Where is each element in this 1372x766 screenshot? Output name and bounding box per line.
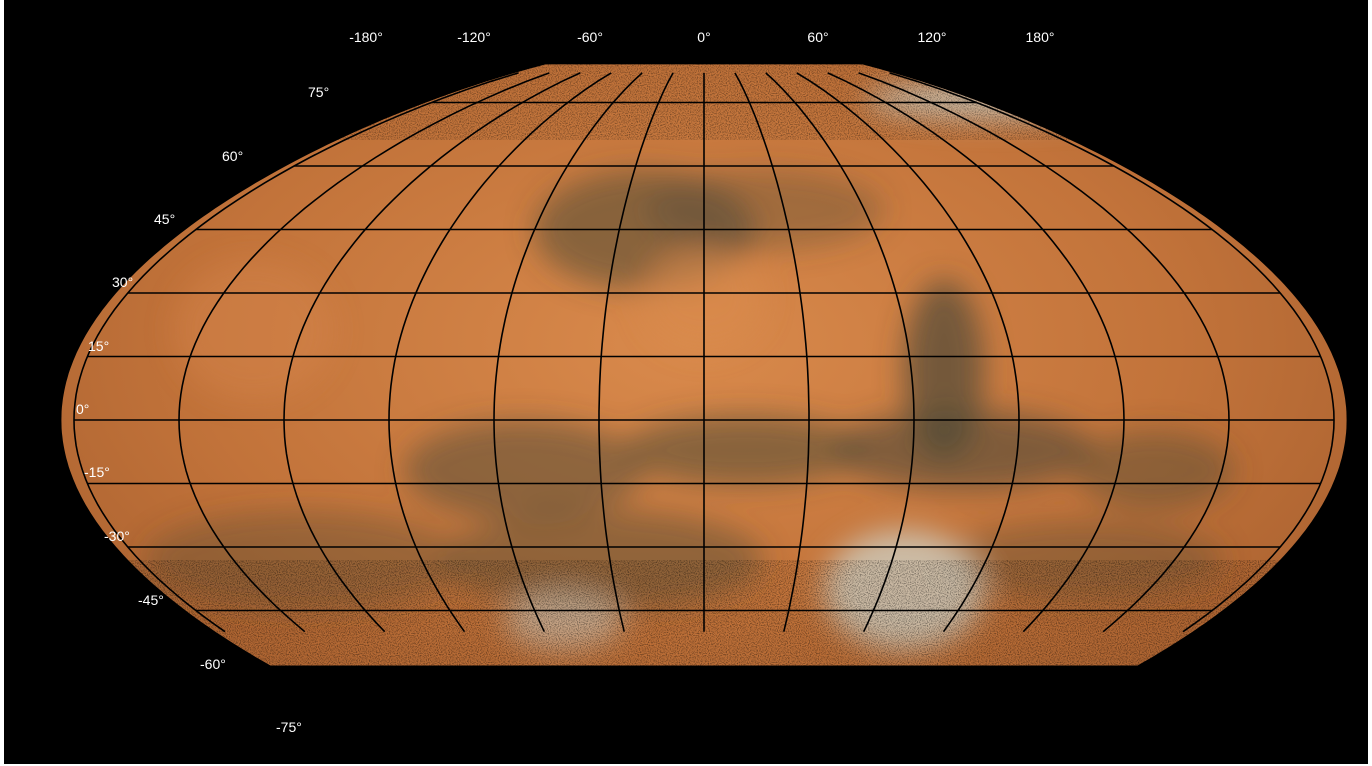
lon-label-0: 0°: [697, 29, 710, 45]
planet-surface: [61, 64, 1347, 666]
meridian-line: [283, 72, 581, 633]
meridian-line: [765, 72, 915, 633]
mars-map: -180° -120° -60° 0° 60° 120° 180° 75° 60…: [61, 29, 1347, 735]
meridian-line: [889, 72, 1335, 633]
lat-label-neg75: -75°: [276, 719, 302, 735]
lon-label-neg120: -120°: [457, 29, 491, 45]
lat-label-30: 30°: [112, 274, 133, 290]
lat-label-15: 15°: [88, 338, 109, 354]
latitude-labels: 75° 60° 45° 30° 15° 0° -15° -30° -45° -6…: [76, 84, 329, 735]
longitude-labels: -180° -120° -60° 0° 60° 120° 180°: [349, 29, 1054, 45]
meridian-line: [827, 72, 1125, 633]
meridian-line: [388, 72, 612, 633]
albedo-feature: [1074, 430, 1234, 510]
meridian-line: [858, 72, 1230, 633]
meridian-line: [73, 72, 519, 633]
albedo-feature: [834, 410, 1094, 490]
lon-label-120: 120°: [918, 29, 947, 45]
lon-label-180: 180°: [1026, 29, 1055, 45]
lat-label-0: 0°: [76, 401, 89, 417]
meridian-line: [796, 72, 1020, 633]
meridian-line: [734, 72, 810, 632]
lon-label-60: 60°: [807, 29, 828, 45]
lat-label-neg45: -45°: [138, 592, 164, 608]
lat-label-60: 60°: [222, 148, 243, 164]
meridian-line: [178, 72, 550, 633]
map-frame: -180° -120° -60° 0° 60° 120° 180° 75° 60…: [4, 0, 1368, 764]
lon-label-neg60: -60°: [577, 29, 603, 45]
lat-label-75: 75°: [308, 84, 329, 100]
albedo-feature: [624, 415, 864, 485]
lat-label-neg15: -15°: [84, 464, 110, 480]
lat-label-neg30: -30°: [104, 528, 130, 544]
albedo-feature: [404, 420, 644, 520]
meridian-line: [598, 72, 674, 632]
lat-label-45: 45°: [154, 211, 175, 227]
albedo-feature: [644, 170, 884, 250]
lon-label-neg180: -180°: [349, 29, 383, 45]
albedo-feature: [174, 260, 334, 400]
meridian-line: [493, 72, 643, 633]
lat-label-neg60: -60°: [200, 656, 226, 672]
graticule: [73, 72, 1335, 633]
